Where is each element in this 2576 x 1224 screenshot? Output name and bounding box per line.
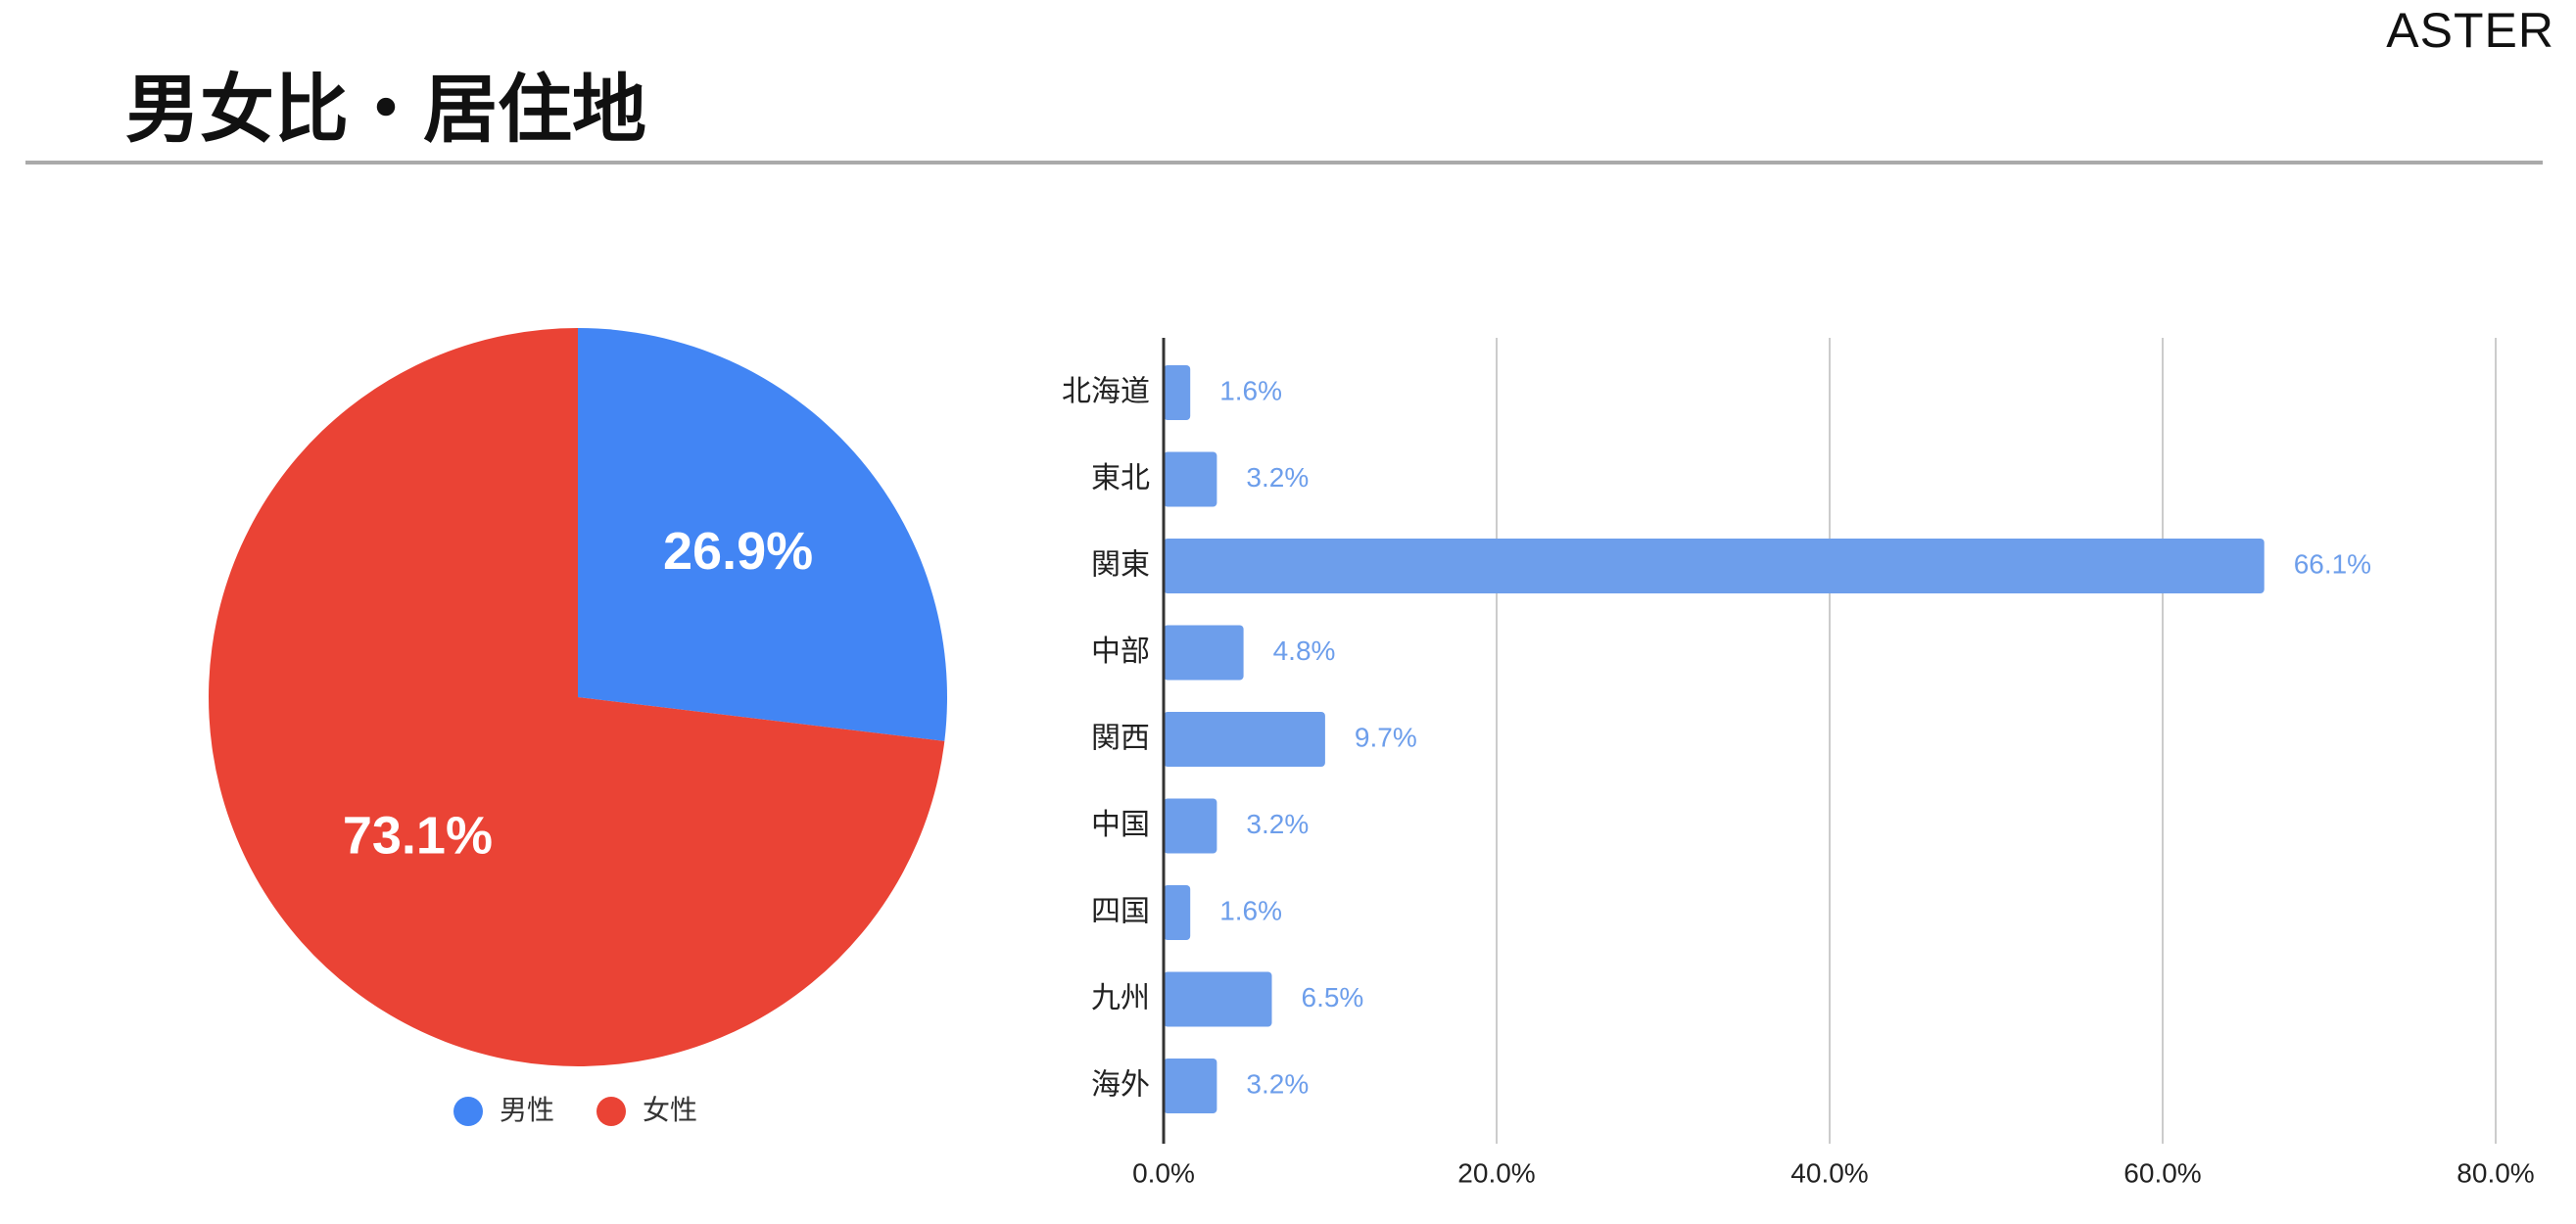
category-label-1: 東北 [1091,461,1150,495]
bar-value-label-2: 66.1% [2294,548,2371,579]
category-label-7: 九州 [1091,981,1150,1015]
pie-slice-0 [578,328,948,741]
category-label-3: 中部 [1091,635,1150,669]
pie-legend: 男性 女性 [453,1094,697,1126]
bar-4 [1164,712,1325,767]
x-tick-label-3: 60.0% [2123,1157,2201,1188]
legend-swatch-1 [596,1097,626,1126]
pie-slice-label-0: 26.9% [663,522,813,581]
bar-2 [1164,539,2265,593]
bar-0 [1164,365,1191,420]
x-tick-label-0: 0.0% [1132,1157,1195,1188]
category-label-4: 関西 [1091,722,1150,756]
x-tick-label-1: 20.0% [1457,1157,1535,1188]
bar-value-label-8: 3.2% [1246,1068,1309,1099]
residence-bar-chart: 0.0% 20.0% 40.0% 60.0% 80.0% 北海道 1.6% 東北 3.2% 関東 6… [1062,338,2535,1188]
legend-label-1: 女性 [643,1094,697,1126]
x-tick-label-2: 40.0% [1790,1157,1868,1188]
brand-logo: ASTER [2386,3,2554,58]
gender-pie-chart: 26.9% 73.1% [209,328,948,1066]
category-label-2: 関東 [1091,548,1150,583]
bar-5 [1164,798,1217,854]
pie-slice-1 [209,328,945,1066]
bar-value-label-5: 3.2% [1246,809,1309,839]
page-title: 男女比・居住地 [125,66,646,153]
bar-6 [1164,885,1191,940]
category-label-8: 海外 [1091,1068,1150,1103]
bar-value-label-4: 9.7% [1355,722,1417,752]
title-divider [25,161,2543,165]
category-label-0: 北海道 [1062,375,1150,409]
bar-value-label-3: 4.8% [1273,636,1336,666]
bar-value-label-1: 3.2% [1246,462,1309,493]
x-tick-label-4: 80.0% [2457,1157,2534,1188]
bar-value-label-0: 1.6% [1219,375,1282,405]
bar-8 [1164,1059,1217,1113]
category-label-6: 四国 [1091,895,1150,929]
bar-7 [1164,971,1272,1027]
bar-3 [1164,625,1244,681]
pie-slice-label-1: 73.1% [343,806,493,865]
legend-swatch-0 [453,1097,483,1126]
bar-value-label-6: 1.6% [1219,895,1282,925]
legend-label-0: 男性 [500,1094,554,1126]
bar-value-label-7: 6.5% [1302,982,1364,1012]
category-label-5: 中国 [1091,808,1150,842]
bar-1 [1164,451,1217,507]
